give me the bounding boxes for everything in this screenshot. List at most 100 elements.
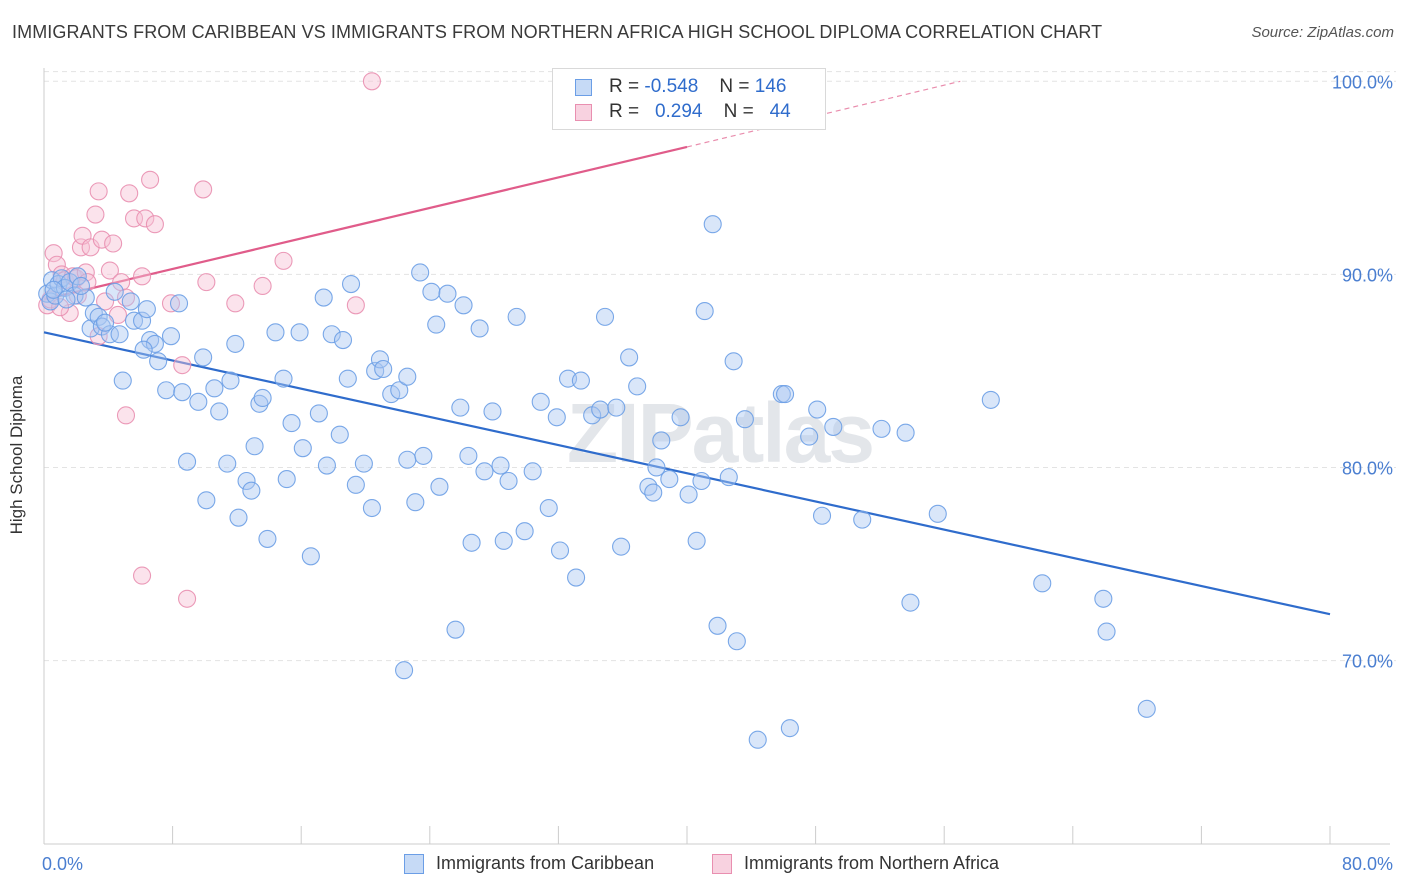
- point-caribbean-132: [872, 419, 891, 438]
- r-label: R =: [609, 101, 640, 122]
- point-northern-africa-35: [274, 251, 293, 270]
- point-caribbean-35: [210, 402, 229, 421]
- point-caribbean-102: [595, 307, 615, 326]
- y-tick-label-90: 90.0%: [1342, 265, 1393, 285]
- point-northern-africa-32: [197, 273, 216, 292]
- point-caribbean-31: [189, 392, 208, 411]
- chart-title: IMMIGRANTS FROM CARIBBEAN VS IMMIGRANTS …: [12, 22, 1103, 42]
- point-northern-africa-31: [194, 180, 213, 199]
- point-caribbean-88: [494, 531, 513, 550]
- point-caribbean-17: [110, 325, 129, 344]
- point-caribbean-115: [692, 471, 711, 491]
- point-caribbean-28: [169, 294, 189, 313]
- point-northern-africa-26: [136, 209, 155, 228]
- point-northern-africa-28: [145, 215, 164, 234]
- trend-line-caribbean: [43, 331, 1331, 616]
- point-caribbean-62: [354, 454, 373, 473]
- point-caribbean-60: [341, 274, 361, 294]
- point-caribbean-65: [370, 350, 390, 369]
- point-caribbean-82: [459, 446, 478, 465]
- point-caribbean-9: [68, 267, 87, 286]
- point-caribbean-119: [719, 468, 738, 487]
- point-caribbean-109: [647, 458, 666, 477]
- watermark: ZIPatlas: [567, 386, 873, 480]
- point-caribbean-10: [76, 288, 95, 307]
- y-tick-label-70: 70.0%: [1342, 652, 1393, 672]
- point-caribbean-45: [258, 529, 277, 548]
- point-caribbean-111: [660, 470, 679, 489]
- point-caribbean-113: [679, 485, 698, 504]
- point-caribbean-93: [531, 392, 550, 411]
- point-caribbean-107: [639, 477, 658, 496]
- point-caribbean-91: [515, 522, 534, 541]
- point-caribbean-139: [1097, 622, 1116, 641]
- point-caribbean-58: [333, 330, 353, 350]
- point-caribbean-83: [462, 533, 481, 552]
- point-caribbean-46: [266, 323, 285, 342]
- point-caribbean-51: [293, 439, 312, 458]
- point-caribbean-68: [390, 381, 409, 400]
- point-caribbean-71: [398, 450, 417, 469]
- point-caribbean-86: [483, 402, 502, 421]
- trend-line-northern-africa: [43, 145, 688, 301]
- point-caribbean-106: [628, 377, 647, 396]
- point-caribbean-133: [896, 423, 915, 442]
- point-caribbean-37: [221, 371, 240, 390]
- point-caribbean-134: [901, 593, 920, 612]
- point-caribbean-26: [157, 381, 176, 400]
- point-caribbean-34: [205, 379, 224, 398]
- point-caribbean-22: [137, 300, 156, 319]
- axes: [43, 68, 1390, 845]
- point-caribbean-81: [454, 296, 473, 315]
- point-caribbean-54: [314, 288, 333, 307]
- point-caribbean-73: [411, 263, 430, 282]
- point-caribbean-123: [748, 730, 767, 749]
- point-caribbean-59: [338, 369, 357, 388]
- r-value: 0.294: [654, 101, 703, 122]
- x-tick-labels: 0.0% 80.0%: [42, 854, 1393, 874]
- point-caribbean-16: [105, 282, 124, 301]
- point-caribbean-87: [491, 456, 510, 475]
- point-caribbean-136: [981, 390, 1000, 409]
- point-caribbean-25: [149, 352, 168, 371]
- point-caribbean-143: [71, 276, 91, 296]
- point-northern-africa-34: [253, 276, 272, 296]
- point-caribbean-94: [539, 498, 558, 518]
- point-caribbean-75: [422, 282, 441, 301]
- n-value: 44: [769, 101, 791, 122]
- point-caribbean-76: [427, 315, 446, 334]
- point-caribbean-141: [44, 280, 63, 299]
- legend-swatch-caribbean: [404, 854, 424, 874]
- point-caribbean-140: [1137, 699, 1156, 718]
- point-caribbean-15: [100, 325, 119, 344]
- point-caribbean-63: [362, 498, 381, 518]
- point-caribbean-77: [430, 477, 449, 496]
- point-caribbean-84: [470, 319, 489, 338]
- point-caribbean-69: [395, 661, 414, 680]
- point-caribbean-128: [808, 400, 827, 419]
- point-caribbean-120: [724, 352, 743, 371]
- point-caribbean-104: [612, 537, 631, 556]
- point-caribbean-89: [499, 471, 518, 491]
- point-caribbean-98: [567, 568, 586, 587]
- point-caribbean-131: [853, 510, 872, 529]
- legend-label-caribbean: Immigrants from Caribbean: [436, 853, 655, 873]
- points-caribbean: [38, 215, 1156, 749]
- point-caribbean-30: [178, 452, 197, 471]
- point-caribbean-48: [277, 470, 296, 489]
- point-caribbean-21: [133, 311, 152, 330]
- point-northern-africa-40: [178, 589, 197, 608]
- swatch-caribbean: [575, 79, 592, 96]
- point-caribbean-144: [96, 313, 115, 332]
- point-caribbean-40: [237, 471, 256, 491]
- point-caribbean-42: [245, 437, 264, 456]
- stats-legend: R = -0.548 N = 146 R = 0.294 N = 44: [552, 68, 826, 130]
- point-caribbean-108: [644, 483, 663, 502]
- point-caribbean-130: [824, 417, 843, 436]
- point-caribbean-127: [800, 427, 819, 446]
- point-caribbean-85: [475, 462, 494, 481]
- point-caribbean-137: [1033, 574, 1052, 593]
- point-northern-africa-23: [120, 184, 139, 203]
- n-value: 146: [754, 76, 787, 97]
